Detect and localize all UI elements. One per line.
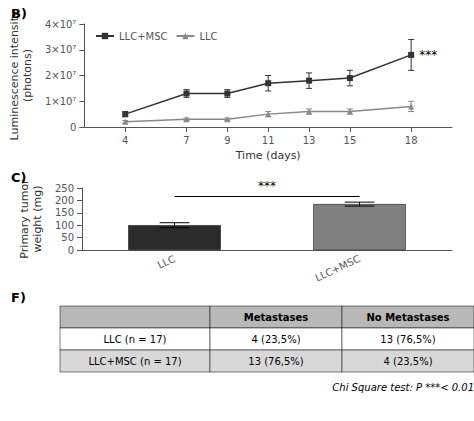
svg-text:weight (mg): weight (mg) — [31, 186, 44, 253]
svg-text:***: *** — [258, 179, 276, 193]
svg-text:4 (23,5%): 4 (23,5%) — [251, 334, 300, 345]
svg-text:50: 50 — [61, 232, 74, 243]
svg-text:13: 13 — [303, 135, 316, 146]
svg-text:LLC+MSC: LLC+MSC — [119, 31, 167, 42]
svg-text:4: 4 — [122, 135, 128, 146]
svg-text:F): F) — [11, 290, 26, 305]
svg-text:Time (days): Time (days) — [235, 149, 301, 162]
svg-text:2×10⁷: 2×10⁷ — [45, 70, 76, 81]
svg-text:LLC+MSC: LLC+MSC — [313, 253, 362, 283]
svg-text:150: 150 — [55, 207, 74, 218]
svg-text:LLC (n = 17): LLC (n = 17) — [104, 334, 167, 345]
svg-text:100: 100 — [55, 220, 74, 231]
svg-text:4×10⁷: 4×10⁷ — [45, 19, 76, 30]
svg-text:200: 200 — [55, 195, 74, 206]
svg-text:11: 11 — [262, 135, 275, 146]
svg-text:4 (23,5%): 4 (23,5%) — [383, 356, 432, 367]
svg-text:***: *** — [419, 48, 437, 62]
svg-text:9: 9 — [224, 135, 230, 146]
svg-text:LLC: LLC — [199, 31, 217, 42]
svg-text:250: 250 — [55, 183, 74, 194]
svg-text:3×10⁷: 3×10⁷ — [45, 44, 76, 55]
svg-text:7: 7 — [183, 135, 189, 146]
svg-text:C): C) — [11, 170, 26, 185]
svg-text:Chi Square test: P ***< 0.01: Chi Square test: P ***< 0.01 — [332, 382, 474, 393]
svg-text:18: 18 — [405, 135, 418, 146]
svg-text:Luminescence intensity: Luminescence intensity — [8, 10, 21, 140]
svg-text:13 (76,5%): 13 (76,5%) — [380, 334, 436, 345]
svg-text:0: 0 — [70, 122, 76, 133]
svg-text:13 (76,5%): 13 (76,5%) — [248, 356, 304, 367]
svg-text:No Metastases: No Metastases — [366, 312, 449, 323]
svg-text:(photons): (photons) — [21, 49, 34, 102]
svg-text:0: 0 — [68, 245, 74, 256]
svg-text:Primary tumor: Primary tumor — [18, 179, 31, 259]
svg-text:LLC: LLC — [156, 253, 177, 271]
svg-text:1×10⁷: 1×10⁷ — [45, 96, 76, 107]
svg-text:B): B) — [11, 6, 27, 21]
svg-text:15: 15 — [344, 135, 357, 146]
svg-text:LLC+MSC (n = 17): LLC+MSC (n = 17) — [88, 356, 181, 367]
svg-text:Metastases: Metastases — [244, 312, 308, 323]
